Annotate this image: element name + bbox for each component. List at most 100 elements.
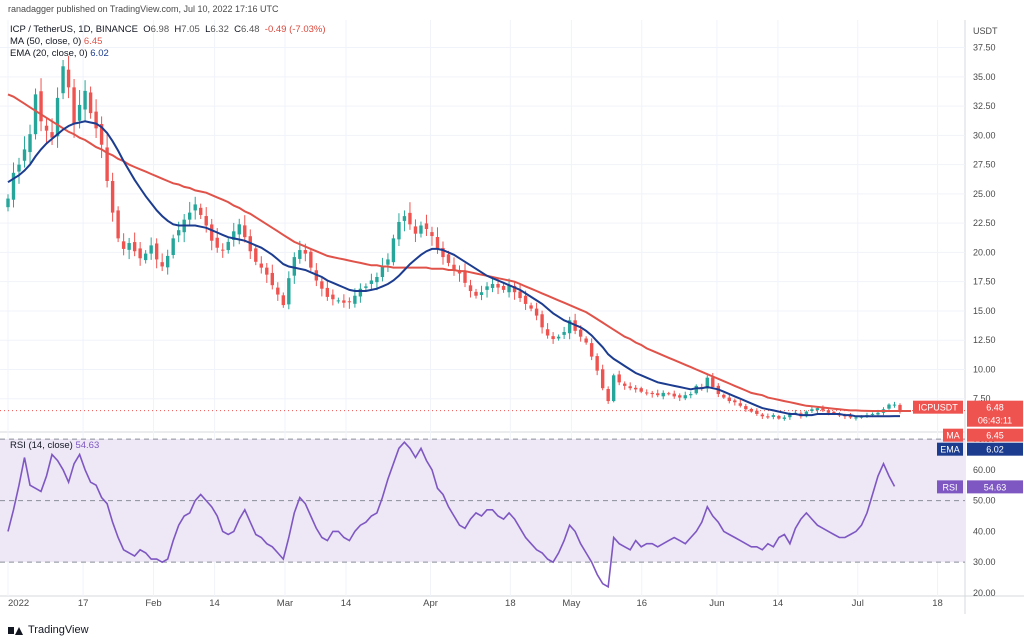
ema-legend: EMA (20, close, 0) 6.02 <box>10 48 109 59</box>
candle-body <box>694 385 698 394</box>
candle-body <box>501 285 506 290</box>
candle-body <box>452 264 456 270</box>
candle-body <box>44 125 49 131</box>
candle-body <box>138 248 142 259</box>
candle-body <box>320 281 324 289</box>
candlestick-series <box>6 55 902 421</box>
price-tick-label: 25.00 <box>973 189 996 199</box>
time-tick-label: 16 <box>637 598 648 609</box>
ema-badge-tag-bg <box>937 442 963 456</box>
candle-body <box>419 225 423 234</box>
candle-body <box>160 262 164 267</box>
candle-body <box>815 408 820 411</box>
candle-body <box>782 417 787 419</box>
ema-badge-tag: EMA <box>940 445 960 455</box>
rsi-tick-label: 40.00 <box>973 526 996 536</box>
candle-body <box>298 250 302 259</box>
candle-body <box>446 254 451 263</box>
candle-body <box>309 251 313 268</box>
ma-badge-tag-bg <box>943 428 963 442</box>
tradingview-footer[interactable]: TradingView <box>8 624 89 636</box>
candle-body <box>99 124 104 145</box>
rsi-path <box>7 441 896 589</box>
candle-body <box>523 295 528 304</box>
candle-body <box>788 413 792 418</box>
ohlc-high-label: H <box>174 24 182 35</box>
candle-body <box>545 329 550 336</box>
price-badges: 6.48 06:43:11 ICPUSDT 6.45 MA 6.02 EMA 54.63 RSI <box>913 400 1023 494</box>
rsi-legend-value: 54.63 <box>75 440 100 451</box>
rsi-tick-label: 20.00 <box>973 588 996 598</box>
candle-body <box>193 204 197 211</box>
candle-body <box>176 230 181 236</box>
rsi-tick-label: 50.00 <box>973 496 996 506</box>
candle-body <box>474 291 478 296</box>
candle-body <box>281 295 286 306</box>
price-tick-label: 15.00 <box>973 306 996 316</box>
ma-badge-bg <box>967 428 1023 442</box>
price-tick-label: 37.50 <box>973 43 996 53</box>
rsi-badge-value: 54.63 <box>984 482 1007 492</box>
candle-body <box>353 295 357 304</box>
candle-body <box>534 308 539 316</box>
time-tick-label: 14 <box>773 598 784 609</box>
candle-body <box>121 241 126 249</box>
candle-body <box>804 411 809 417</box>
candle-body <box>221 249 225 251</box>
price-tick-label: 7.50 <box>973 394 991 404</box>
candle-body <box>562 332 566 335</box>
ma50-path <box>7 93 911 412</box>
candle-body <box>226 241 230 251</box>
ema20-path <box>7 120 900 418</box>
price-tick-label: 30.00 <box>973 130 996 140</box>
candle-body <box>331 294 335 300</box>
candle-body <box>650 392 654 395</box>
price-badge-countdown: 06:43:11 <box>978 416 1012 426</box>
candle-body <box>766 416 770 418</box>
candle-body <box>254 248 258 262</box>
rsi-legend: RSI (14, close) 54.63 <box>10 440 99 451</box>
ohlc-open-label: O <box>143 24 151 35</box>
candle-body <box>303 250 308 254</box>
candle-body <box>243 225 247 238</box>
candle-body <box>369 280 374 284</box>
candle-body <box>826 410 831 413</box>
candle-body <box>898 404 902 411</box>
rsi-badge-tag-bg <box>937 480 963 494</box>
ohlc-high: 7.05 <box>181 24 200 35</box>
time-tick-label: May <box>562 598 580 609</box>
candle-body <box>689 394 693 396</box>
candle-body <box>628 386 632 389</box>
candle-body <box>479 292 484 295</box>
ma-badge-tag: MA <box>946 431 960 441</box>
candle-body <box>468 285 473 292</box>
candle-body <box>402 216 407 221</box>
candle-body <box>551 336 555 340</box>
candle-body <box>738 403 743 406</box>
candle-body <box>639 388 643 392</box>
candle-body <box>622 383 627 386</box>
publisher-header: ranadagger published on TradingView.com,… <box>8 4 279 14</box>
candle-body <box>66 69 71 88</box>
price-tick-label: 35.00 <box>973 72 996 82</box>
candle-body <box>876 412 880 415</box>
candle-body <box>540 314 544 328</box>
rsi-badge-tag: RSI <box>942 482 957 492</box>
candle-body <box>810 409 814 412</box>
candle-body <box>408 212 412 225</box>
candle-body <box>887 404 891 409</box>
candle-body <box>22 149 27 161</box>
candle-body <box>463 271 467 283</box>
candle-body <box>413 226 418 234</box>
candle-body <box>617 374 621 383</box>
candle-body <box>645 392 649 394</box>
time-tick-label: 18 <box>505 598 516 609</box>
rsi-badge-bg <box>967 480 1023 494</box>
candle-body <box>165 255 170 268</box>
price-badge-value: 6.48 <box>986 403 1004 413</box>
rsi-tick-label: 60.00 <box>973 465 996 475</box>
candle-body <box>578 329 583 337</box>
candle-body <box>265 267 269 275</box>
candle-body <box>529 305 533 309</box>
